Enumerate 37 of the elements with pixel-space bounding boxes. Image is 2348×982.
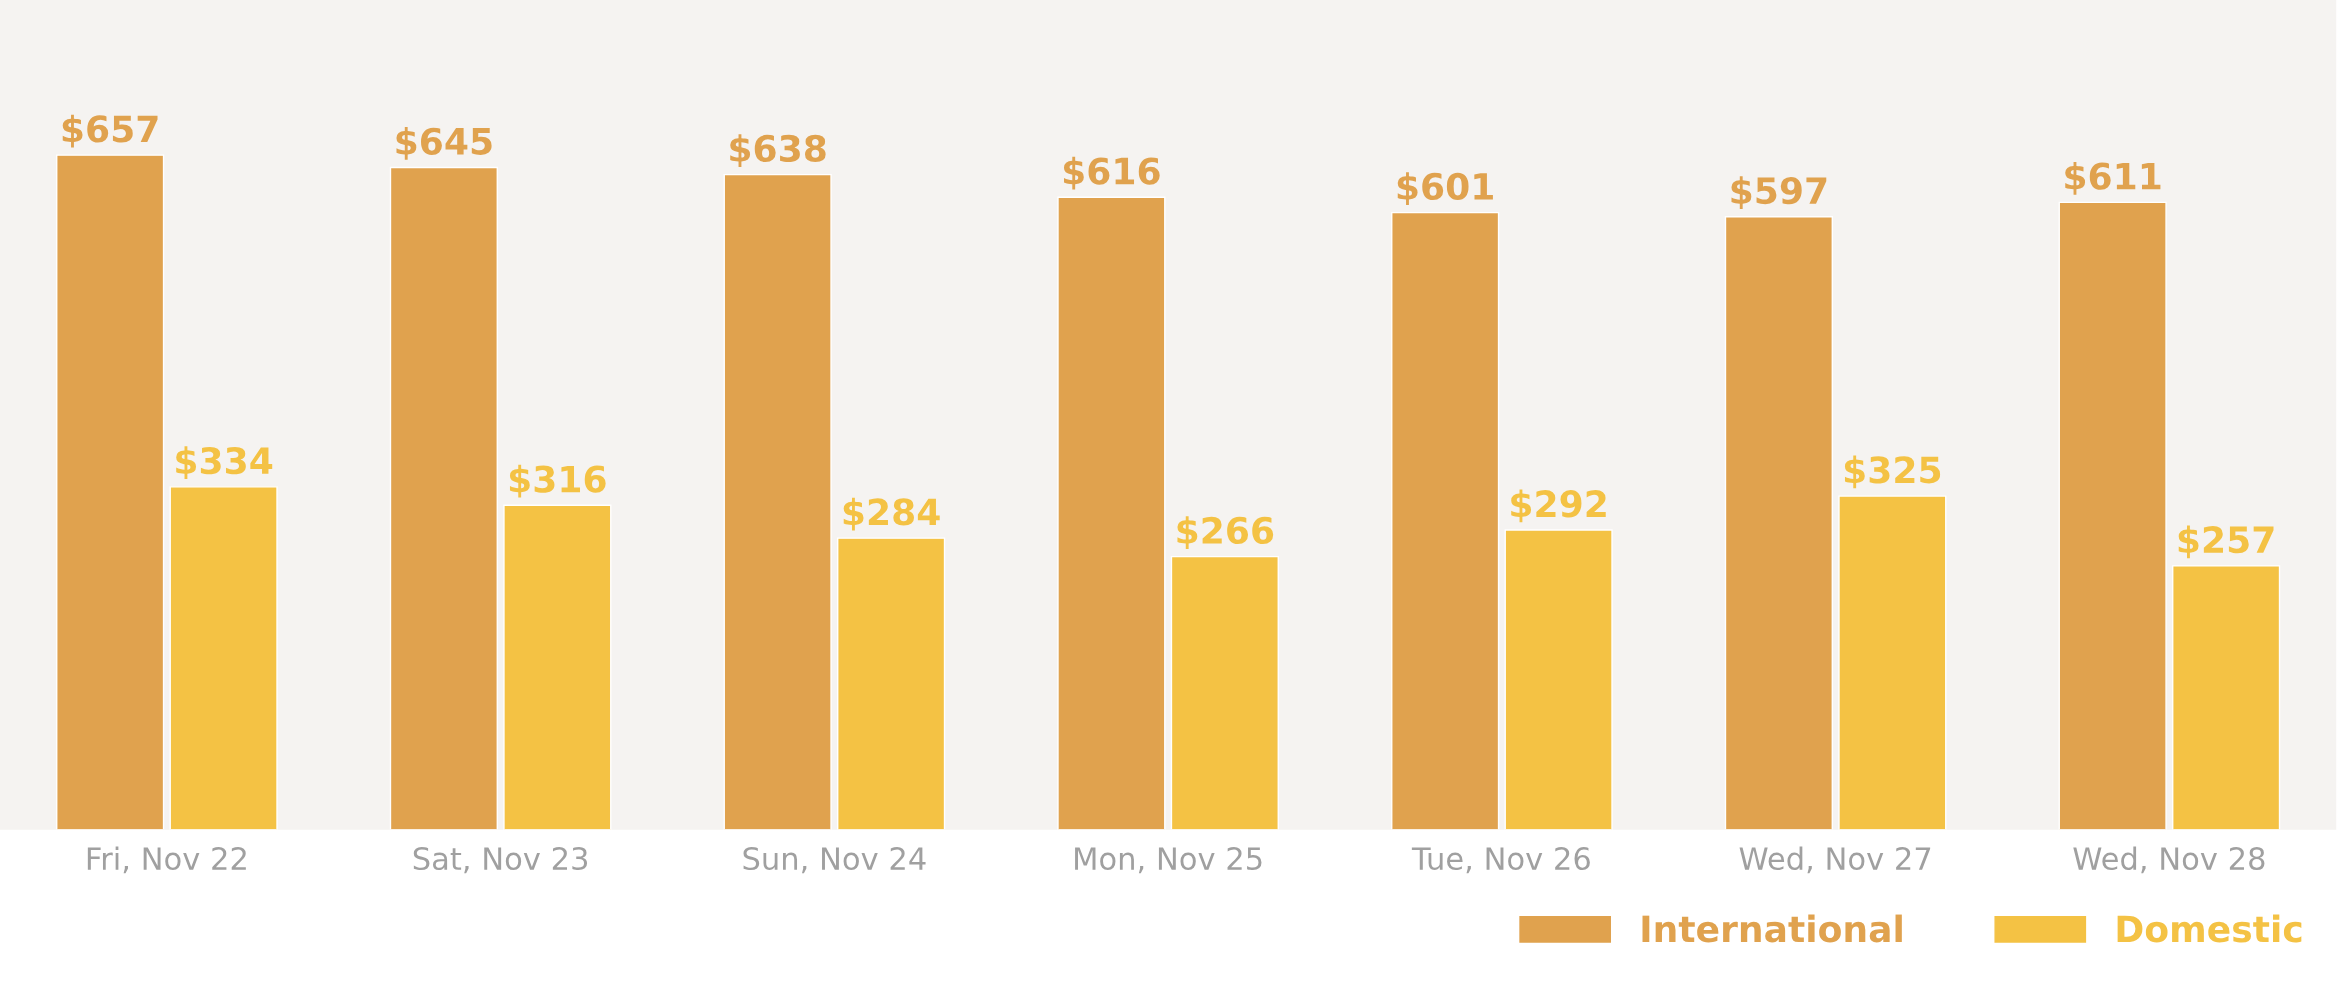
bar <box>503 504 612 830</box>
x-tick-label: Fri, Nov 22 <box>87 846 246 874</box>
bar <box>837 537 946 830</box>
bar <box>1504 529 1613 830</box>
data-label: $266 <box>1177 516 1274 549</box>
x-tick-label: Wed, Nov 28 <box>2073 846 2265 874</box>
bar <box>1057 196 1166 830</box>
x-tick-label: Sun, Nov 24 <box>743 847 926 874</box>
data-label: $638 <box>730 134 826 167</box>
legend-label: International <box>1642 914 1902 943</box>
data-label: $611 <box>2065 161 2161 195</box>
bar <box>169 486 278 830</box>
bar <box>2058 201 2167 830</box>
bar <box>1170 555 1279 830</box>
data-label: $325 <box>1844 455 1941 489</box>
data-label: $645 <box>396 126 492 160</box>
data-label: $257 <box>2178 525 2274 559</box>
bar <box>1838 495 1947 830</box>
bar <box>56 154 165 830</box>
data-label: $316 <box>509 464 606 498</box>
data-label: $597 <box>1731 176 1827 210</box>
data-label: $657 <box>62 114 158 148</box>
bar <box>389 166 498 830</box>
bar <box>723 173 832 830</box>
x-tick-label: Sat, Nov 23 <box>413 847 588 874</box>
x-tick-label: Tue, Nov 26 <box>1411 847 1590 874</box>
data-label: $292 <box>1511 489 1606 523</box>
bar <box>2172 565 2281 830</box>
legend-label: Domestic <box>2117 914 2302 943</box>
bar <box>1391 211 1500 830</box>
data-label: $334 <box>176 446 273 480</box>
data-label: $616 <box>1063 156 1160 190</box>
data-label: $284 <box>843 497 940 531</box>
x-tick-label: Wed, Nov 27 <box>1739 846 1931 874</box>
x-tick-label: Mon, Nov 25 <box>1075 847 1262 874</box>
data-label: $601 <box>1397 172 1493 205</box>
bar <box>1724 216 1833 830</box>
